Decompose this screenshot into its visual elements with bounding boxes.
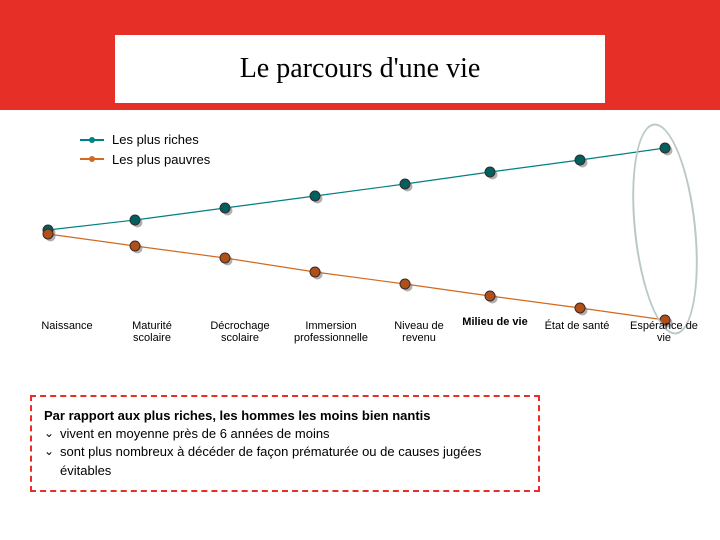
note-bullet-1: vivent en moyenne près de 6 années de mo… (44, 425, 526, 443)
chart-area: Les plus riches Les plus pauvres Naissan… (0, 110, 720, 490)
stage-label: Naissance (32, 320, 102, 332)
stage-label: Niveau derevenu (384, 320, 454, 344)
note-lead: Par rapport aux plus riches, les hommes … (44, 407, 526, 425)
stage-label: Milieu de vie (456, 316, 534, 328)
stage-label: Immersionprofessionnelle (282, 320, 380, 344)
diverging-chart (0, 110, 720, 340)
note-bullet-2: sont plus nombreux à décéder de façon pr… (44, 443, 526, 479)
stage-label: Espérance devie (620, 320, 708, 344)
title-box: Le parcours d'une vie (115, 35, 605, 103)
stage-label: Maturitéscolaire (116, 320, 188, 344)
header: Le parcours d'une vie (0, 0, 720, 110)
note-box: Par rapport aux plus riches, les hommes … (30, 395, 540, 492)
stage-label: Décrochagescolaire (200, 320, 280, 344)
stage-label: État de santé (536, 320, 618, 332)
page-title: Le parcours d'une vie (125, 53, 595, 85)
